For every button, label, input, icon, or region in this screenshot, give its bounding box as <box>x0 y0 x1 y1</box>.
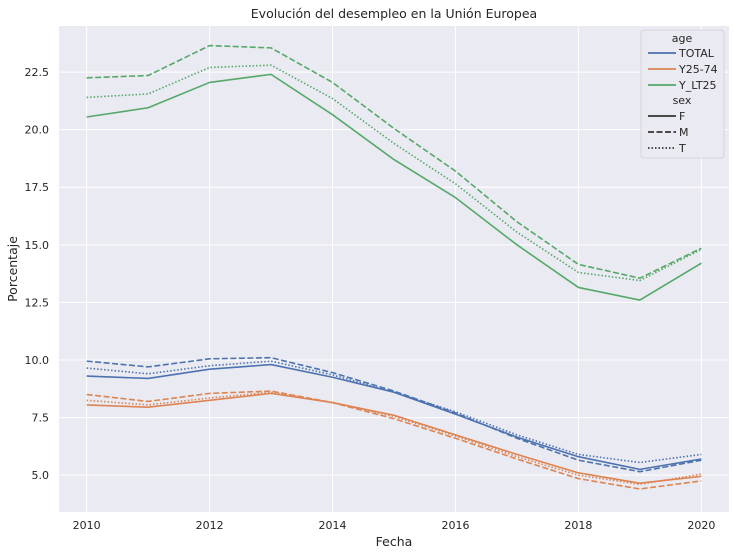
x-tick-label: 2012 <box>196 519 224 532</box>
y-tick-label: 10.0 <box>25 354 50 367</box>
series-line-y-lt25-t <box>86 64 702 282</box>
legend-label-f: F <box>679 110 685 123</box>
legend-label-m: M <box>679 126 689 139</box>
x-tick-labels: 2010 2012 2014 2016 2018 2020 <box>73 519 716 532</box>
y-tick-label: 5.0 <box>32 469 50 482</box>
x-axis-label: Fecha <box>376 534 413 549</box>
series-line-y25-74-f <box>86 392 702 485</box>
series-lines <box>86 44 702 490</box>
x-tick-label: 2016 <box>441 519 469 532</box>
chart-title: Evolución del desempleo en la Unión Euro… <box>251 6 537 21</box>
legend-label-t: T <box>678 142 686 155</box>
legend-label-y-lt25: Y_LT25 <box>678 79 717 92</box>
series-line-total-t <box>86 360 702 464</box>
legend-label-total: TOTAL <box>678 47 715 60</box>
y-tick-label: 12.5 <box>25 296 50 309</box>
legend: age TOTAL Y25-74 Y_LT25 sex F M T <box>640 29 725 159</box>
y-axis-label: Porcentaje <box>5 236 20 302</box>
y-tick-label: 7.5 <box>32 412 50 425</box>
x-tick-label: 2020 <box>687 519 715 532</box>
y-tick-label: 15.0 <box>25 239 50 252</box>
plot-area <box>59 26 729 512</box>
series-line-y-lt25-m <box>86 44 702 280</box>
y-tick-label: 17.5 <box>25 181 50 194</box>
y-tick-label: 20.0 <box>25 124 50 137</box>
series-line-total-m <box>86 356 702 473</box>
legend-frame <box>640 29 725 159</box>
legend-style-title: sex <box>673 94 692 107</box>
series-line-y25-74-m <box>86 390 702 490</box>
grid <box>59 26 729 512</box>
legend-label-y25-74: Y25-74 <box>678 63 718 76</box>
y-tick-labels: 5.0 7.5 10.0 12.5 15.0 17.5 20.0 22.5 <box>25 66 50 482</box>
legend-hue-title: age <box>672 32 693 45</box>
y-tick-label: 22.5 <box>25 66 50 79</box>
x-tick-label: 2010 <box>73 519 101 532</box>
series-line-y25-74-t <box>86 391 702 486</box>
x-tick-label: 2014 <box>319 519 347 532</box>
series-line-y-lt25-f <box>86 73 702 301</box>
x-tick-label: 2018 <box>564 519 592 532</box>
